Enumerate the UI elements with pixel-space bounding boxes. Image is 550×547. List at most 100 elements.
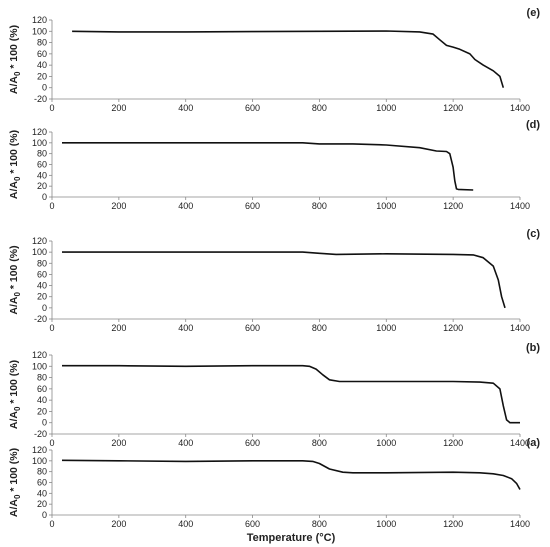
x-tick-label: 600 bbox=[245, 519, 260, 529]
x-tick-label: 1200 bbox=[443, 201, 463, 211]
y-axis-label: A/A0 * 100 (%) bbox=[8, 360, 22, 429]
y-axis-label: A/A0 * 100 (%) bbox=[8, 130, 22, 199]
y-label-subscript: 0 bbox=[13, 406, 22, 411]
y-tick-label: 80 bbox=[37, 467, 47, 477]
y-label-main: A/A bbox=[8, 181, 20, 200]
panel-label: (a) bbox=[527, 437, 541, 449]
y-label-subscript: 0 bbox=[13, 292, 22, 297]
x-tick-label: 1000 bbox=[376, 323, 396, 333]
y-tick-label: 40 bbox=[37, 60, 47, 70]
y-tick-label: -20 bbox=[34, 94, 47, 104]
y-label-main: A/A bbox=[8, 411, 20, 430]
y-tick-label: 80 bbox=[37, 258, 47, 268]
x-tick-label: 600 bbox=[245, 438, 260, 448]
x-tick-label: 600 bbox=[245, 103, 260, 113]
x-tick-label: 200 bbox=[111, 323, 126, 333]
y-tick-label: 80 bbox=[37, 38, 47, 48]
y-label-tail: * 100 (%) bbox=[8, 245, 20, 292]
y-tick-label: 60 bbox=[37, 478, 47, 488]
series-line bbox=[72, 30, 505, 88]
x-tick-label: 0 bbox=[49, 519, 54, 529]
panel-label: (d) bbox=[526, 119, 540, 131]
x-tick-label: 200 bbox=[111, 438, 126, 448]
x-tick-label: 400 bbox=[178, 438, 193, 448]
x-tick-label: 600 bbox=[245, 201, 260, 211]
y-tick-label: -20 bbox=[34, 314, 47, 324]
series-line bbox=[61, 459, 521, 490]
y-tick-label: 20 bbox=[37, 292, 47, 302]
x-tick-label: 1000 bbox=[376, 519, 396, 529]
y-tick-label: 100 bbox=[32, 26, 47, 36]
y-tick-label: 40 bbox=[37, 170, 47, 180]
x-tick-label: 200 bbox=[111, 103, 126, 113]
y-label-main: A/A bbox=[8, 499, 20, 518]
x-tick-label: 400 bbox=[178, 519, 193, 529]
x-axis-title: Temperature (°C) bbox=[247, 532, 336, 544]
y-tick-label: 120 bbox=[32, 445, 47, 455]
y-label-main: A/A bbox=[8, 76, 20, 95]
x-tick-label: 800 bbox=[312, 438, 327, 448]
x-tick-label: 1200 bbox=[443, 323, 463, 333]
x-tick-label: 800 bbox=[312, 519, 327, 529]
y-axis-label: A/A0 * 100 (%) bbox=[8, 245, 22, 314]
y-tick-label: 120 bbox=[32, 236, 47, 246]
x-tick-label: 1200 bbox=[443, 519, 463, 529]
y-tick-label: 80 bbox=[37, 373, 47, 383]
y-label-main: A/A bbox=[8, 296, 20, 315]
x-tick-label: 200 bbox=[111, 201, 126, 211]
y-tick-label: 20 bbox=[37, 406, 47, 416]
series-line bbox=[62, 364, 520, 424]
x-tick-label: 200 bbox=[111, 519, 126, 529]
y-tick-label: 100 bbox=[32, 247, 47, 257]
panel-label: (b) bbox=[526, 342, 540, 354]
series-line bbox=[62, 251, 506, 309]
y-tick-label: 60 bbox=[37, 269, 47, 279]
x-tick-label: 600 bbox=[245, 323, 260, 333]
y-label-tail: * 100 (%) bbox=[8, 25, 20, 72]
y-label-subscript: 0 bbox=[13, 494, 22, 499]
x-tick-label: 1000 bbox=[376, 103, 396, 113]
y-tick-label: 60 bbox=[37, 384, 47, 394]
y-tick-label: 0 bbox=[42, 83, 47, 93]
y-tick-label: 100 bbox=[32, 138, 47, 148]
panel-label: (e) bbox=[527, 7, 541, 19]
y-tick-label: 40 bbox=[37, 281, 47, 291]
y-tick-label: 0 bbox=[42, 510, 47, 520]
x-tick-label: 800 bbox=[312, 201, 327, 211]
y-tick-label: 40 bbox=[37, 395, 47, 405]
y-label-tail: * 100 (%) bbox=[8, 360, 20, 407]
y-label-tail: * 100 (%) bbox=[8, 448, 20, 495]
y-tick-label: 40 bbox=[37, 488, 47, 498]
y-tick-label: 20 bbox=[37, 181, 47, 191]
x-tick-label: 400 bbox=[178, 103, 193, 113]
x-tick-label: 1400 bbox=[510, 201, 530, 211]
y-tick-label: 0 bbox=[42, 303, 47, 313]
x-tick-label: 0 bbox=[49, 438, 54, 448]
series-line bbox=[62, 142, 474, 191]
y-tick-label: 100 bbox=[32, 456, 47, 466]
y-tick-label: 80 bbox=[37, 149, 47, 159]
x-tick-label: 1200 bbox=[443, 438, 463, 448]
x-tick-label: 0 bbox=[49, 103, 54, 113]
y-tick-label: 20 bbox=[37, 499, 47, 509]
x-tick-label: 800 bbox=[312, 103, 327, 113]
y-tick-label: 60 bbox=[37, 49, 47, 59]
panel-label: (c) bbox=[527, 228, 541, 240]
y-axis-label: A/A0 * 100 (%) bbox=[8, 448, 22, 517]
y-axis-label: A/A0 * 100 (%) bbox=[8, 25, 22, 94]
y-tick-label: 120 bbox=[32, 350, 47, 360]
y-tick-label: 120 bbox=[32, 127, 47, 137]
x-tick-label: 0 bbox=[49, 201, 54, 211]
x-tick-label: 400 bbox=[178, 323, 193, 333]
x-tick-label: 400 bbox=[178, 201, 193, 211]
x-tick-label: 1400 bbox=[510, 103, 530, 113]
x-tick-label: 800 bbox=[312, 323, 327, 333]
y-label-tail: * 100 (%) bbox=[8, 130, 20, 177]
